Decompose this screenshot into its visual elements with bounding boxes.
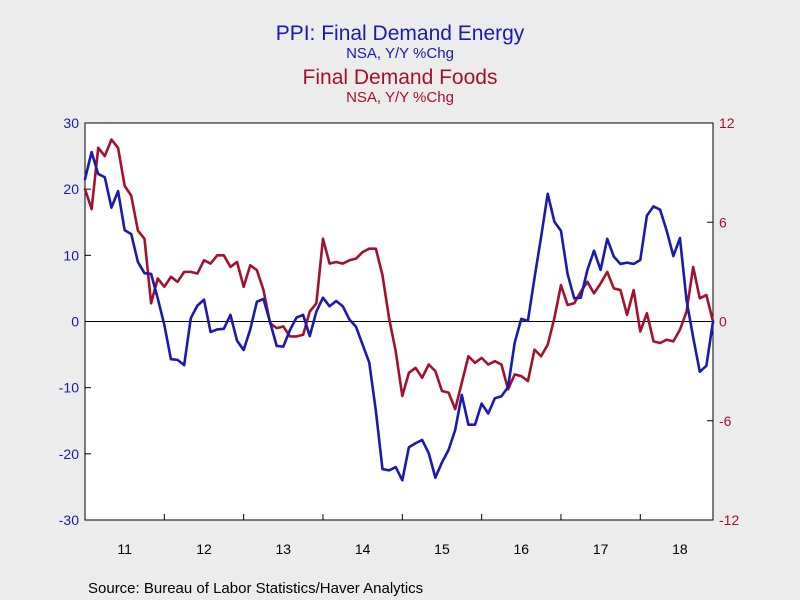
foods-title: Final Demand Foods — [303, 66, 498, 89]
x-axis: 11 12 13 14 15 16 17 18 — [117, 514, 688, 557]
source-note: Source: Bureau of Labor Statistics/Haver… — [88, 580, 423, 597]
left-axis-tick-label: 20 — [63, 181, 79, 197]
x-axis-tick-label: 11 — [117, 541, 132, 557]
right-axis-tick-label: 0 — [719, 314, 727, 330]
foods-series-line — [83, 138, 715, 411]
right-axis-tick-label: 6 — [719, 214, 727, 230]
x-axis-tick-label: 13 — [276, 541, 292, 557]
x-axis-tick-label: 18 — [672, 541, 688, 557]
left-axis-tick-label: -20 — [59, 446, 79, 462]
right-axis-tick-label: -12 — [719, 512, 739, 528]
left-axis-tick-label: 30 — [63, 115, 79, 131]
energy-title: PPI: Final Demand Energy — [276, 22, 525, 45]
left-axis-tick-label: 10 — [63, 247, 79, 263]
left-axis-tick-label: 0 — [71, 314, 79, 330]
right-axis-tick-label: -6 — [719, 413, 732, 429]
x-axis-tick-label: 15 — [434, 541, 450, 557]
x-axis-tick-label: 12 — [196, 541, 212, 557]
energy-subtitle: NSA, Y/Y %Chg — [346, 45, 454, 62]
left-axis-tick-label: -30 — [59, 512, 79, 528]
foods-subtitle: NSA, Y/Y %Chg — [346, 89, 454, 106]
right-axis-tick-label: 12 — [719, 115, 735, 131]
x-axis-tick-label: 17 — [593, 541, 609, 557]
left-axis-tick-label: -10 — [59, 380, 79, 396]
energy-series-line — [83, 150, 715, 482]
x-axis-tick-label: 14 — [355, 541, 371, 557]
x-axis-tick-label: 16 — [514, 541, 530, 557]
series-layer — [83, 138, 715, 482]
left-axis: -30 -20 -10 0 10 20 30 — [59, 115, 91, 528]
right-axis: -12 -6 0 6 12 — [707, 115, 739, 528]
